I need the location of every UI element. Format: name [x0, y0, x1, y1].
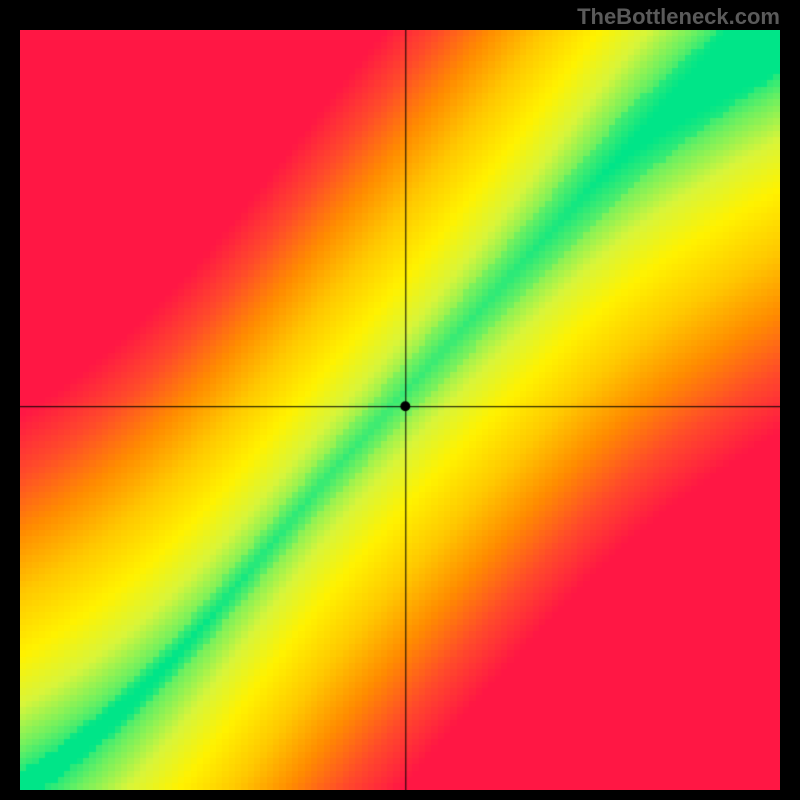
heatmap-canvas	[20, 30, 780, 790]
watermark: TheBottleneck.com	[577, 4, 780, 30]
bottleneck-heatmap	[20, 30, 780, 790]
